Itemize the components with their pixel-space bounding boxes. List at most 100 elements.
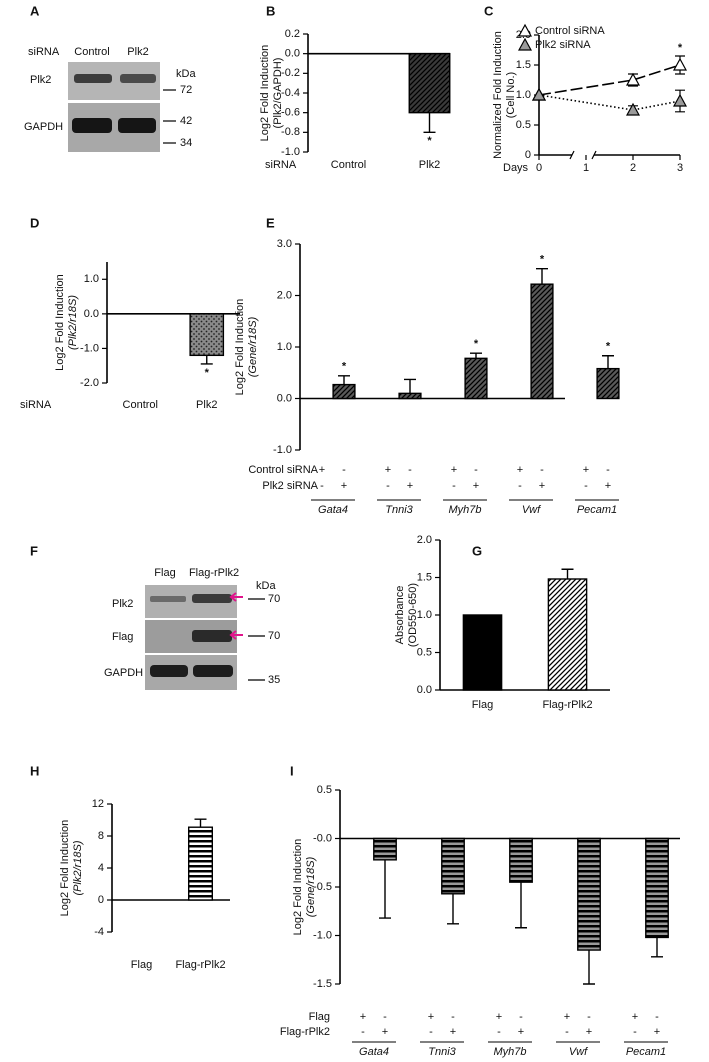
y-tick-label: 1.5 <box>516 59 531 71</box>
blot-band <box>150 596 186 602</box>
blot-row-label: GAPDH <box>24 121 63 133</box>
y-tick-label: 1.0 <box>417 609 432 621</box>
x-tick-label: Vwf <box>569 1046 588 1058</box>
y-tick-label: -0.4 <box>281 87 300 99</box>
marker <box>531 87 547 101</box>
design-sign: - <box>451 1011 455 1023</box>
design-row-label: Flag-rPlk2 <box>280 1026 330 1038</box>
y-tick-label: 0.0 <box>84 308 99 320</box>
error-bar <box>338 375 350 385</box>
panel-letter: C <box>484 3 494 18</box>
y-tick-label: -1.0 <box>281 146 300 158</box>
design-sign: - <box>497 1026 501 1038</box>
blot-band <box>192 594 232 603</box>
design-sign: + <box>450 1026 456 1038</box>
error-bar <box>447 893 459 925</box>
bar <box>332 383 356 400</box>
y-tick-label: 0.0 <box>277 392 292 404</box>
design-sign: - <box>633 1026 637 1038</box>
design-sign: - <box>429 1026 433 1038</box>
y-tick-label: 1.0 <box>277 341 292 353</box>
marker <box>625 72 641 86</box>
design-sign: + <box>360 1011 366 1023</box>
bar <box>187 826 213 901</box>
panel-letter: F <box>30 543 38 558</box>
design-sign: + <box>385 464 391 476</box>
lane-label: Plk2 <box>127 46 148 58</box>
design-row-label: Plk2 siRNA <box>262 480 318 492</box>
design-sign: - <box>655 1011 659 1023</box>
y-tick-label: 0 <box>525 149 531 161</box>
design-sign: + <box>451 464 457 476</box>
design-sign: + <box>428 1011 434 1023</box>
design-sign: + <box>539 480 545 492</box>
y-axis-label: (Gene/r18S) <box>247 316 259 377</box>
design-sign: - <box>452 480 456 492</box>
design-sign: - <box>342 464 346 476</box>
design-sign: - <box>320 480 324 492</box>
error-bar <box>404 378 416 394</box>
design-sign: + <box>496 1011 502 1023</box>
y-tick-label: -1.0 <box>80 342 99 354</box>
y-tick-label: -0.8 <box>281 126 300 138</box>
significance: * <box>540 254 545 266</box>
legend-marker <box>517 23 533 37</box>
marker <box>625 102 641 116</box>
x-tick-label: Control <box>331 159 366 171</box>
blot-band <box>120 74 156 83</box>
design-sign: + <box>382 1026 388 1038</box>
x-tick-label: Flag-rPlk2 <box>175 959 225 971</box>
legend-marker <box>517 37 533 51</box>
design-sign: - <box>518 480 522 492</box>
y-tick-label: 0.0 <box>285 48 300 60</box>
blot-unit: kDa <box>256 580 276 592</box>
y-tick-label: -0.5 <box>313 881 332 893</box>
y-axis-label: Log2 Fold Induction <box>234 299 246 396</box>
significance: * <box>427 135 432 147</box>
x-tick-label: Flag <box>472 699 493 711</box>
panel-letter: I <box>290 763 294 778</box>
significance: * <box>205 367 210 379</box>
lane-label: Flag-rPlk2 <box>189 567 239 579</box>
marker <box>672 93 688 107</box>
y-tick-label: 2.0 <box>417 534 432 546</box>
panel-letter: H <box>30 763 39 778</box>
y-tick-label: 8 <box>98 830 104 842</box>
design-sign: + <box>407 480 413 492</box>
error-bar <box>379 859 391 919</box>
design-sign: - <box>408 464 412 476</box>
bar <box>373 837 397 861</box>
y-axis-label: Log2 Fold Induction <box>54 274 66 371</box>
design-sign: - <box>383 1011 387 1023</box>
y-tick-label: 1.5 <box>417 571 432 583</box>
x-tick-label: Plk2 <box>419 159 440 171</box>
design-sign: - <box>519 1011 523 1023</box>
x-tick-label: Pecam1 <box>626 1046 666 1058</box>
design-sign: + <box>517 464 523 476</box>
y-tick-label: 2.0 <box>277 289 292 301</box>
design-sign: - <box>361 1026 365 1038</box>
blot-band <box>192 630 232 642</box>
lane-label: Flag <box>154 567 175 579</box>
error-bar <box>602 355 614 369</box>
axis-break <box>569 150 597 160</box>
y-tick-label: 0.2 <box>285 28 300 40</box>
y-tick-label: -0.0 <box>313 832 332 844</box>
panel-letter: B <box>266 3 275 18</box>
y-axis-label: Log2 Fold Induction <box>59 820 71 917</box>
error-bar <box>651 937 663 958</box>
y-axis-label: (Plk2/r18S) <box>67 295 79 350</box>
design-sign: - <box>587 1011 591 1023</box>
y-tick-label: 12 <box>92 798 104 810</box>
design-sign: + <box>654 1026 660 1038</box>
marker <box>672 57 688 71</box>
x-tick-label: Tnni3 <box>385 504 413 516</box>
x-tick-label: Gata4 <box>318 504 348 516</box>
y-axis-label: (Cell No.) <box>505 72 517 118</box>
y-tick-label: 1.0 <box>516 89 531 101</box>
bar <box>577 837 601 951</box>
marker-label: 34 <box>180 137 192 149</box>
design-sign: + <box>586 1026 592 1038</box>
blot-unit: kDa <box>176 68 196 80</box>
y-tick-label: 0.5 <box>417 646 432 658</box>
